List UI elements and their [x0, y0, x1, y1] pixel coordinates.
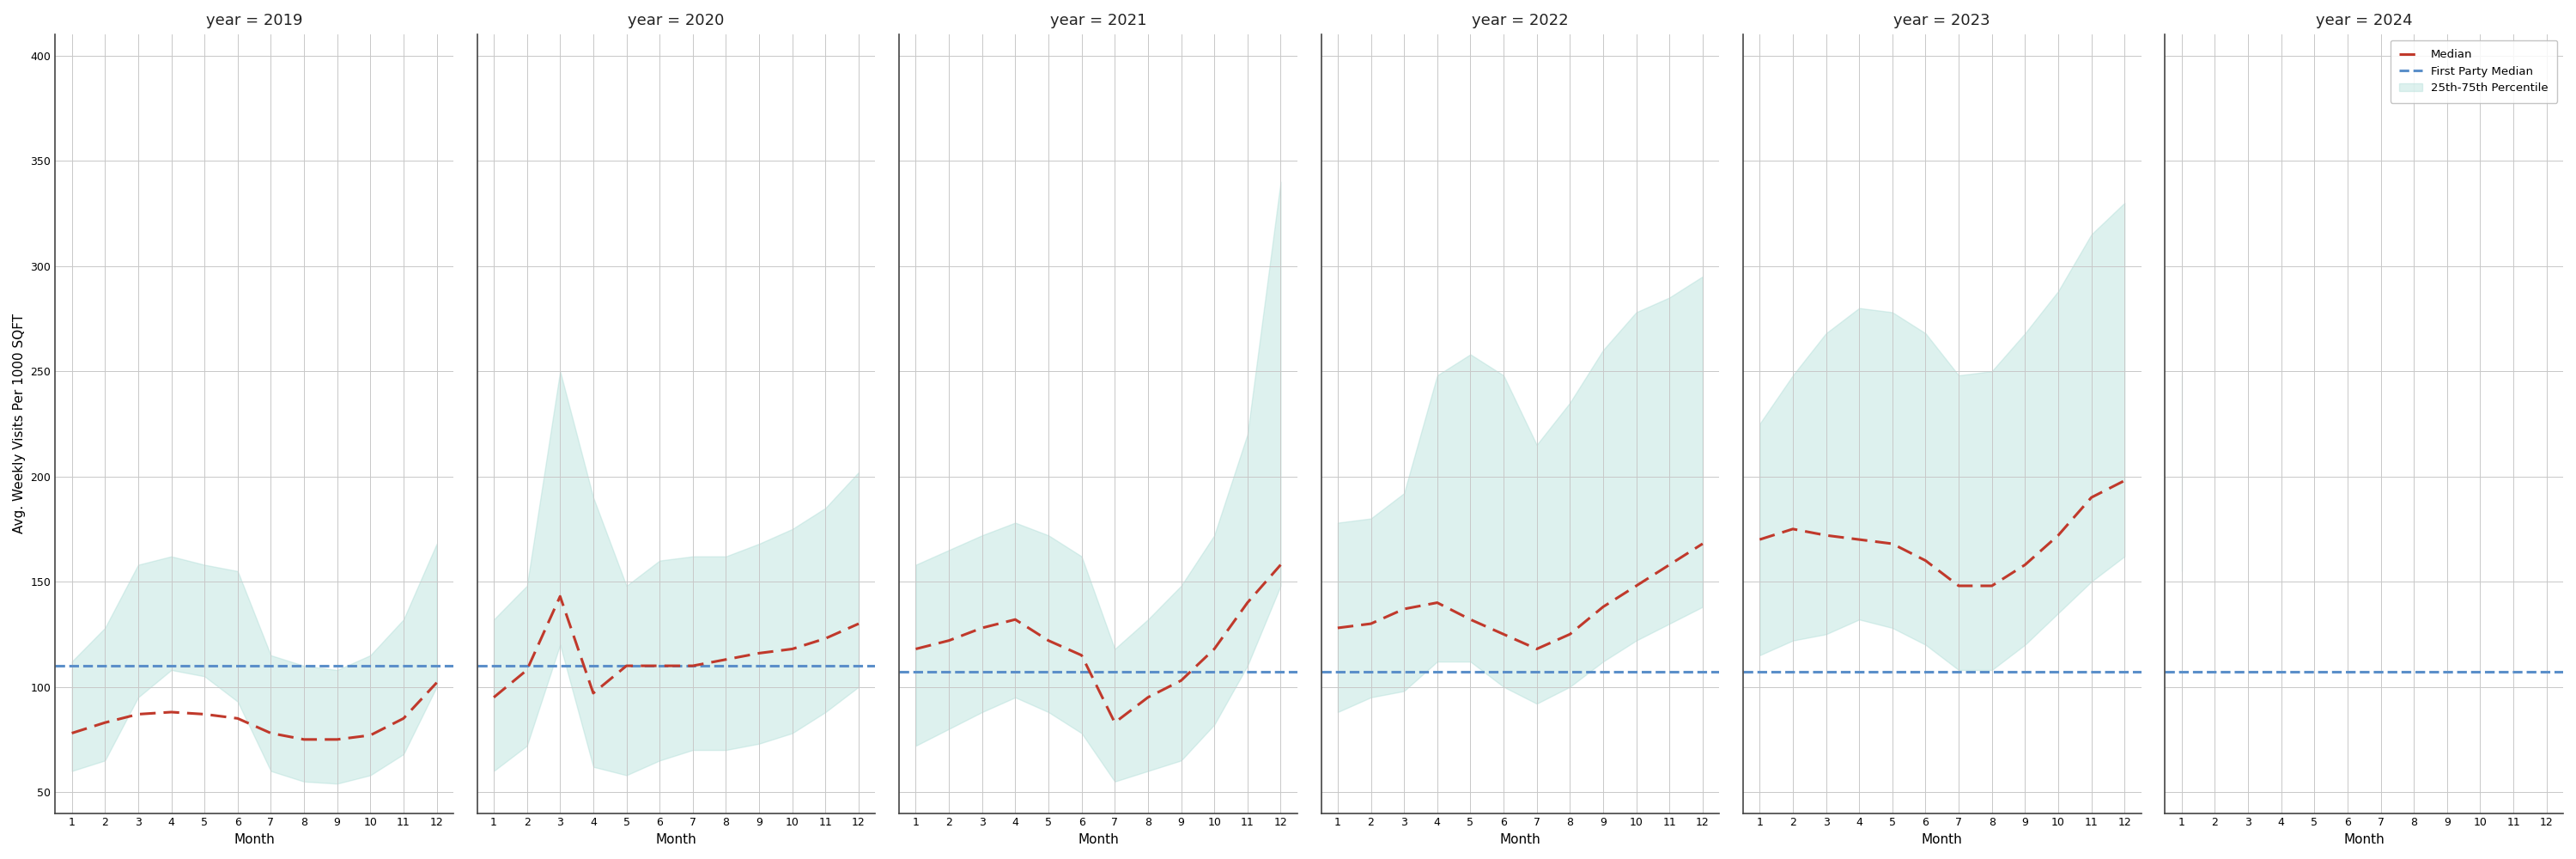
- Median: [222, 713, 252, 723]
- Median: [1587, 601, 1618, 612]
- First Party Median: [1288, 667, 1319, 677]
- Median: [1811, 530, 1842, 540]
- Median: [90, 717, 121, 728]
- First Party Median: [1321, 667, 1352, 677]
- Median: [744, 648, 775, 658]
- Median: [1942, 581, 1973, 591]
- Title: year = 2019: year = 2019: [206, 13, 301, 28]
- Median: [255, 728, 286, 738]
- First Party Median: [868, 667, 899, 677]
- Median: [1687, 539, 1718, 549]
- Line: Median: Median: [1759, 480, 2125, 586]
- X-axis label: Month: Month: [234, 833, 276, 846]
- Median: [966, 623, 997, 633]
- Median: [1777, 524, 1808, 534]
- Median: [57, 728, 88, 738]
- Median: [2076, 492, 2107, 503]
- X-axis label: Month: Month: [1922, 833, 1963, 846]
- Median: [2009, 559, 2040, 570]
- First Party Median: [1710, 667, 1741, 677]
- First Party Median: [479, 661, 510, 671]
- Median: [422, 678, 453, 688]
- Line: Median: Median: [1337, 544, 1703, 649]
- Median: [1231, 598, 1262, 608]
- Median: [513, 665, 544, 675]
- Median: [711, 655, 742, 665]
- Median: [2043, 530, 2074, 540]
- Y-axis label: Avg. Weekly Visits Per 1000 SQFT: Avg. Weekly Visits Per 1000 SQFT: [13, 314, 26, 533]
- Median: [1133, 692, 1164, 703]
- X-axis label: Month: Month: [657, 833, 696, 846]
- Median: [1198, 643, 1229, 654]
- Median: [842, 618, 873, 629]
- Median: [1265, 559, 1296, 570]
- Median: [1167, 675, 1198, 685]
- Median: [1654, 559, 1685, 570]
- Median: [289, 734, 319, 745]
- Title: year = 2022: year = 2022: [1471, 13, 1569, 28]
- Median: [1422, 598, 1453, 608]
- Median: [1455, 614, 1486, 624]
- Median: [1909, 556, 1940, 566]
- Median: [479, 692, 510, 703]
- X-axis label: Month: Month: [1499, 833, 1540, 846]
- Median: [124, 709, 155, 719]
- First Party Median: [57, 661, 88, 671]
- Median: [389, 713, 420, 723]
- Median: [1844, 534, 1875, 545]
- Median: [1066, 650, 1097, 661]
- Median: [611, 661, 641, 671]
- Line: Median: Median: [72, 683, 438, 740]
- Title: year = 2024: year = 2024: [2316, 13, 2414, 28]
- Median: [1355, 618, 1386, 629]
- Median: [1489, 629, 1520, 639]
- X-axis label: Month: Month: [1077, 833, 1118, 846]
- Median: [1976, 581, 2007, 591]
- Line: Median: Median: [495, 596, 858, 698]
- Median: [1388, 604, 1419, 614]
- First Party Median: [1744, 667, 1775, 677]
- Median: [1100, 717, 1131, 728]
- Median: [355, 730, 386, 740]
- X-axis label: Month: Month: [2344, 833, 2385, 846]
- Line: Median: Median: [914, 564, 1280, 722]
- Median: [544, 591, 574, 601]
- Median: [1553, 629, 1584, 639]
- Title: year = 2020: year = 2020: [629, 13, 724, 28]
- First Party Median: [446, 661, 477, 671]
- Median: [644, 661, 675, 671]
- First Party Median: [2133, 667, 2164, 677]
- Median: [322, 734, 353, 745]
- Median: [933, 636, 963, 646]
- Median: [1878, 539, 1909, 549]
- Median: [1522, 643, 1553, 654]
- Median: [2110, 475, 2141, 485]
- Median: [899, 643, 930, 654]
- Median: [157, 707, 188, 717]
- Median: [577, 688, 608, 698]
- First Party Median: [899, 667, 930, 677]
- Median: [809, 633, 840, 643]
- Legend: Median, First Party Median, 25th-75th Percentile: Median, First Party Median, 25th-75th Pe…: [2391, 40, 2558, 103]
- Median: [999, 614, 1030, 624]
- Median: [1620, 581, 1651, 591]
- First Party Median: [2166, 667, 2197, 677]
- Title: year = 2021: year = 2021: [1051, 13, 1146, 28]
- Title: year = 2023: year = 2023: [1893, 13, 1991, 28]
- Median: [188, 709, 219, 719]
- Median: [778, 643, 809, 654]
- Median: [1744, 534, 1775, 545]
- Median: [1321, 623, 1352, 633]
- Median: [677, 661, 708, 671]
- First Party Median: [23, 661, 54, 671]
- Median: [1033, 636, 1064, 646]
